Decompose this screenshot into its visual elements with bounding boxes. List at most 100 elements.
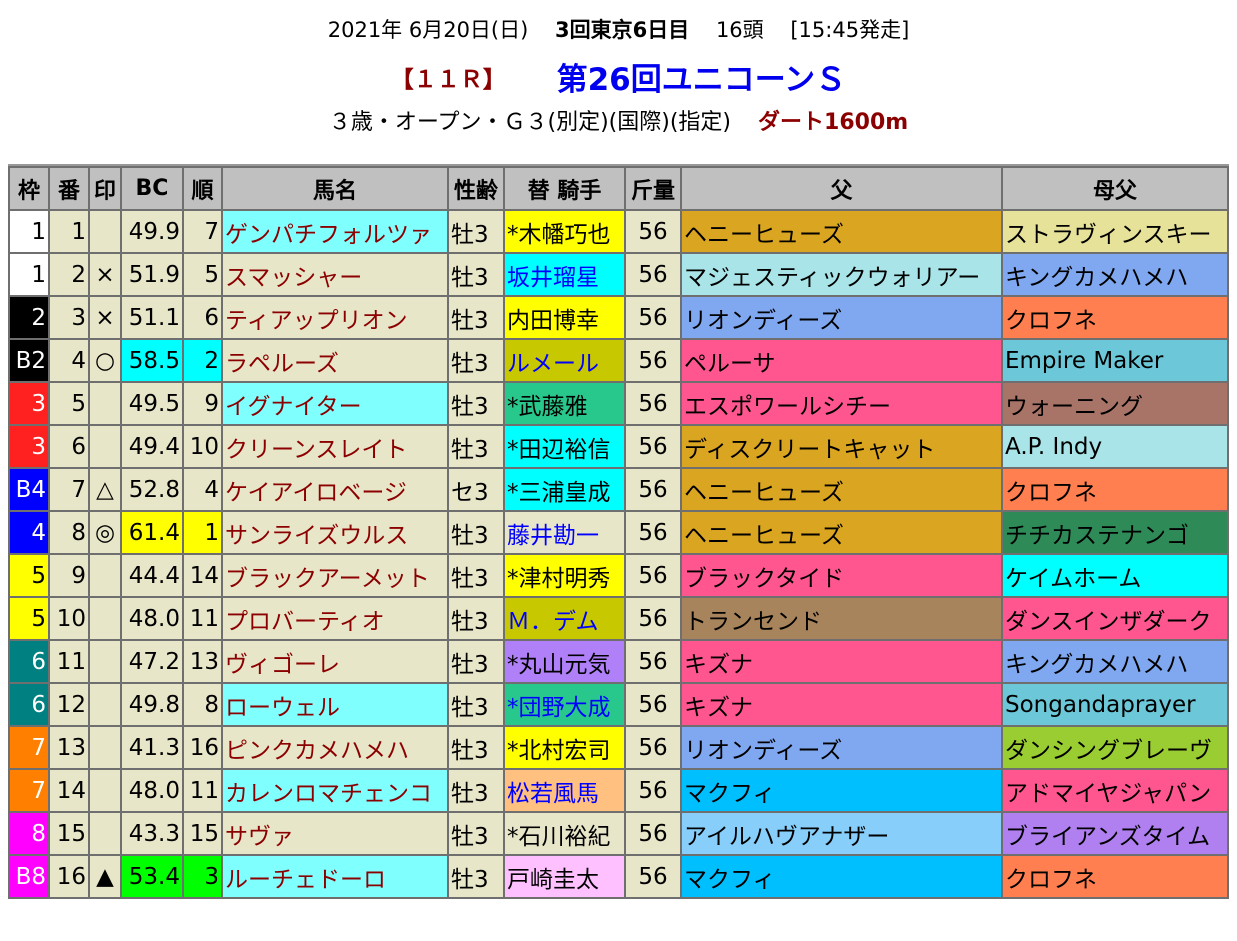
jockey: *石川裕紀 xyxy=(505,813,624,854)
table-row: 8 15 43.3 15 サヴァ 牡3 *石川裕紀 56 アイルハヴアナザー ブライアンズタイム xyxy=(10,813,1227,854)
waku-cell: 5 xyxy=(10,555,48,596)
weight: 56 xyxy=(626,512,680,553)
prediction-mark xyxy=(90,641,120,682)
horse-name[interactable]: ピンクカメハメハ xyxy=(223,727,447,768)
horse-name[interactable]: クリーンスレイト xyxy=(223,426,447,467)
horse-number: 2 xyxy=(50,254,88,295)
sex-age: 牡3 xyxy=(449,641,503,682)
horse-name[interactable]: ラペルーズ xyxy=(223,340,447,381)
table-row: B2 4 ○ 58.5 2 ラペルーズ 牡3 ルメール 56 ペルーサ Empire Maker xyxy=(10,340,1227,381)
weight: 56 xyxy=(626,211,680,252)
horse-number: 6 xyxy=(50,426,88,467)
bc-rank: 16 xyxy=(184,727,221,768)
race-info-line: 2021年 6月20日(日) 3回東京6日目 16頭 [15:45発走] xyxy=(0,14,1237,44)
table-row: 6 12 49.8 8 ローウェル 牡3 *団野大成 56 キズナ Songandaprayer xyxy=(10,684,1227,725)
table-row: 6 11 47.2 13 ヴィゴーレ 牡3 *丸山元気 56 キズナ キングカメハメハ xyxy=(10,641,1227,682)
horse-name[interactable]: ブラックアーメット xyxy=(223,555,447,596)
jockey: *木幡巧也 xyxy=(505,211,624,252)
horse-name[interactable]: サヴァ xyxy=(223,813,447,854)
col-sire: 父 xyxy=(682,168,1001,209)
bc-rank: 9 xyxy=(184,383,221,424)
sex-age: 牡3 xyxy=(449,770,503,811)
prediction-mark xyxy=(90,684,120,725)
horse-name[interactable]: ティアップリオン xyxy=(223,297,447,338)
horse-name[interactable]: ケイアイロベージ xyxy=(223,469,447,510)
horse-name[interactable]: カレンロマチェンコ xyxy=(223,770,447,811)
damsire: Songandaprayer xyxy=(1003,684,1227,725)
waku-cell: 7 xyxy=(10,727,48,768)
horse-number: 16 xyxy=(50,856,88,897)
sex-age: 牡3 xyxy=(449,254,503,295)
horse-name[interactable]: ローウェル xyxy=(223,684,447,725)
sex-age: 牡3 xyxy=(449,813,503,854)
horse-name[interactable]: ルーチェドーロ xyxy=(223,856,447,897)
table-row: B8 16 ▲ 53.4 3 ルーチェドーロ 牡3 戸崎圭太 56 マクフィ クロフネ xyxy=(10,856,1227,897)
horse-name[interactable]: サンライズウルス xyxy=(223,512,447,553)
bc-score: 52.8 xyxy=(122,469,182,510)
table-row: 3 5 49.5 9 イグナイター 牡3 *武藤雅 56 エスポワールシチー ウォーニング xyxy=(10,383,1227,424)
bc-score: 49.5 xyxy=(122,383,182,424)
weight: 56 xyxy=(626,813,680,854)
bc-score: 51.9 xyxy=(122,254,182,295)
jockey: ルメール xyxy=(505,340,624,381)
sex-age: 牡3 xyxy=(449,555,503,596)
sire: マクフィ xyxy=(682,770,1001,811)
horse-name[interactable]: スマッシャー xyxy=(223,254,447,295)
bc-rank: 2 xyxy=(184,340,221,381)
waku-cell: 1 xyxy=(10,254,48,295)
horse-number: 3 xyxy=(50,297,88,338)
damsire: ウォーニング xyxy=(1003,383,1227,424)
sex-age: 牡3 xyxy=(449,512,503,553)
sex-age: 牡3 xyxy=(449,684,503,725)
post-time: [15:45発走] xyxy=(790,18,910,42)
table-row: 1 2 × 51.9 5 スマッシャー 牡3 坂井瑠星 56 マジェスティックウォリアー キングカメ… xyxy=(10,254,1227,295)
sex-age: 牡3 xyxy=(449,383,503,424)
weight: 56 xyxy=(626,684,680,725)
horse-name[interactable]: プロバーティオ xyxy=(223,598,447,639)
waku-cell: 4 xyxy=(10,512,48,553)
waku-cell: 6 xyxy=(10,641,48,682)
waku-cell: 2 xyxy=(10,297,48,338)
waku-cell: 6 xyxy=(10,684,48,725)
waku-cell: B4 xyxy=(10,469,48,510)
sex-age: 牡3 xyxy=(449,426,503,467)
bc-rank: 10 xyxy=(184,426,221,467)
sex-age: セ3 xyxy=(449,469,503,510)
sex-age: 牡3 xyxy=(449,856,503,897)
col-number: 番 xyxy=(50,168,88,209)
bc-score: 49.4 xyxy=(122,426,182,467)
jockey: 松若風馬 xyxy=(505,770,624,811)
horse-number: 7 xyxy=(50,469,88,510)
damsire: ストラヴィンスキー xyxy=(1003,211,1227,252)
runner-count: 16頭 xyxy=(715,18,764,42)
waku-cell: 3 xyxy=(10,426,48,467)
col-weight: 斤量 xyxy=(626,168,680,209)
weight: 56 xyxy=(626,598,680,639)
table-row: 7 13 41.3 16 ピンクカメハメハ 牡3 *北村宏司 56 リオンディーズ ダンシングブレ… xyxy=(10,727,1227,768)
sire: ヘニーヒューズ xyxy=(682,211,1001,252)
bc-score: 61.4 xyxy=(122,512,182,553)
horse-name[interactable]: ゲンパチフォルツァ xyxy=(223,211,447,252)
prediction-mark xyxy=(90,770,120,811)
col-mark: 印 xyxy=(90,168,120,209)
damsire: ダンシングブレーヴ xyxy=(1003,727,1227,768)
damsire: チチカステナンゴ xyxy=(1003,512,1227,553)
weight: 56 xyxy=(626,254,680,295)
damsire: アドマイヤジャパン xyxy=(1003,770,1227,811)
weight: 56 xyxy=(626,555,680,596)
table-row: 5 9 44.4 14 ブラックアーメット 牡3 *津村明秀 56 ブラックタイド ケイムホーム xyxy=(10,555,1227,596)
jockey: 内田博幸 xyxy=(505,297,624,338)
jockey: Ｍ．デム xyxy=(505,598,624,639)
sire: エスポワールシチー xyxy=(682,383,1001,424)
damsire: キングカメハメハ xyxy=(1003,254,1227,295)
waku-cell: 5 xyxy=(10,598,48,639)
prediction-mark xyxy=(90,813,120,854)
prediction-mark: × xyxy=(90,297,120,338)
horse-name[interactable]: イグナイター xyxy=(223,383,447,424)
horse-name[interactable]: ヴィゴーレ xyxy=(223,641,447,682)
weight: 56 xyxy=(626,856,680,897)
sire: トランセンド xyxy=(682,598,1001,639)
table-row: 5 10 48.0 11 プロバーティオ 牡3 Ｍ．デム 56 トランセンド ダンスインザダーク xyxy=(10,598,1227,639)
col-rank: 順 xyxy=(184,168,221,209)
bc-score: 49.9 xyxy=(122,211,182,252)
